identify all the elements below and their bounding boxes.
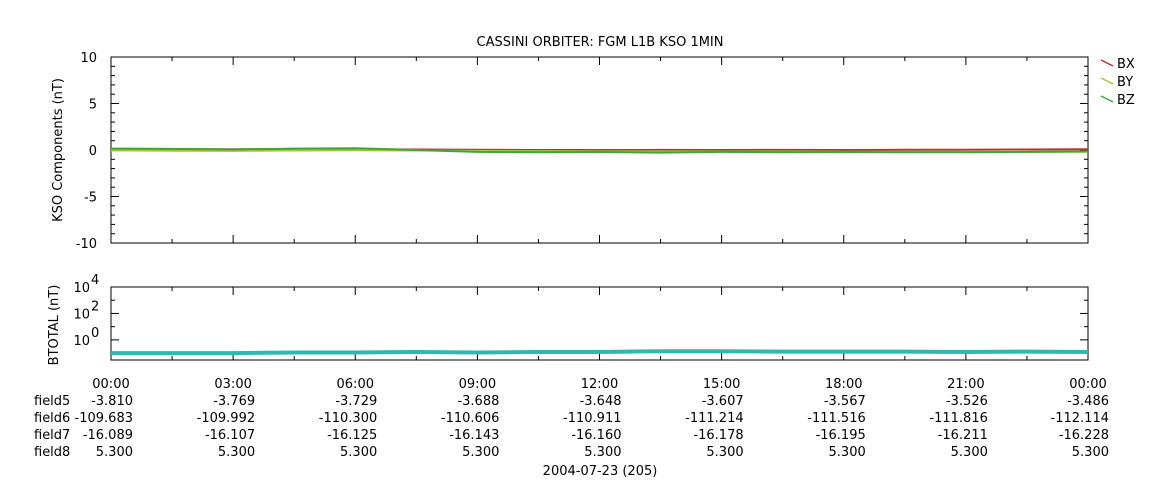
- table-cell: -3.648: [580, 394, 622, 409]
- table-cell: -3.729: [335, 394, 377, 409]
- bottom-y-tick-exponent: 0: [91, 326, 99, 341]
- top-y-axis: 10 5 0 -5 -10: [76, 51, 1088, 252]
- table-cell: -16.228: [1059, 428, 1109, 443]
- x-tick-label: 09:00: [459, 377, 496, 392]
- series-line-bz: [110, 147, 1089, 154]
- table-cell: -110.911: [563, 411, 621, 426]
- table-cell: -16.107: [205, 428, 255, 443]
- table-cell: -111.214: [685, 411, 743, 426]
- bottom-series-group: [111, 349, 1089, 356]
- table-cell: -112.114: [1051, 411, 1109, 426]
- top-y-tick-label: 0: [89, 144, 97, 159]
- table-cell: 5.300: [462, 445, 499, 460]
- x-tick-label: 15:00: [703, 377, 740, 392]
- legend-label-bz: BZ: [1117, 93, 1135, 108]
- table-cell: -3.688: [457, 394, 499, 409]
- table-cell: -16.195: [816, 428, 866, 443]
- top-x-ticks: [110, 57, 1089, 243]
- table-cell: -3.526: [946, 394, 988, 409]
- legend: BX BY BZ: [1100, 57, 1135, 108]
- table-row-label: field6: [34, 411, 70, 426]
- table-cell: -109.992: [197, 411, 255, 426]
- top-y-tick-label: -10: [76, 237, 97, 252]
- table-cell: -109.683: [75, 411, 133, 426]
- x-tick-label: 12:00: [581, 377, 618, 392]
- top-panel: 10 5 0 -5 -10 KSO Components (nT) BX BY BZ: [51, 51, 1135, 252]
- table-row-label: field7: [34, 428, 70, 443]
- x-tick-label: 00:00: [92, 377, 129, 392]
- table-cell: -16.143: [449, 428, 499, 443]
- bottom-y-axis-label: BTOTAL (nT): [47, 285, 62, 366]
- table-row-label: field8: [34, 445, 70, 460]
- table-cell: -3.486: [1067, 394, 1109, 409]
- legend-swatch-bz: [1100, 95, 1114, 103]
- table-cell: -16.125: [327, 428, 377, 443]
- series-line-btotal: [111, 349, 1089, 356]
- table-cell: -110.606: [441, 411, 499, 426]
- table-cell: -111.816: [929, 411, 987, 426]
- x-axis-date-label: 2004-07-23 (205): [543, 464, 658, 479]
- bottom-x-ticks: [110, 287, 1089, 360]
- bottom-y-tick-label: 10: [73, 281, 90, 296]
- table-cell: -16.160: [571, 428, 621, 443]
- table-cell: 5.300: [218, 445, 255, 460]
- table-cell: -3.607: [702, 394, 744, 409]
- top-series-group: [110, 147, 1089, 154]
- x-tick-label: 03:00: [214, 377, 251, 392]
- chart-title: CASSINI ORBITER: FGM L1B KSO 1MIN: [477, 35, 724, 50]
- table-cell: -16.211: [938, 428, 988, 443]
- table-cell: -16.178: [693, 428, 743, 443]
- table-cell: -3.567: [824, 394, 866, 409]
- bottom-y-tick-label: 10: [73, 334, 90, 349]
- legend-swatch-bx: [1100, 59, 1114, 67]
- table-cell: -111.516: [807, 411, 865, 426]
- bottom-panel-frame: [110, 286, 1089, 361]
- legend-label-by: BY: [1117, 75, 1133, 90]
- table-cell: 5.300: [96, 445, 133, 460]
- legend-swatch-by: [1100, 77, 1114, 85]
- x-tick-label: 18:00: [825, 377, 862, 392]
- bottom-y-tick-exponent: 4: [91, 273, 99, 288]
- table-cell: 5.300: [829, 445, 866, 460]
- top-y-tick-label: 10: [80, 51, 97, 66]
- table-cell: -3.810: [91, 394, 133, 409]
- x-tick-labels: 00:00 03:00 06:00 09:00 12:00 15:00 18:00 21:00…: [92, 377, 1106, 392]
- table-cell: 5.300: [951, 445, 988, 460]
- ephemeris-table: field5 -3.810 -3.769 -3.729 -3.688 -3.648 -3.6…: [34, 394, 1109, 460]
- x-tick-label: 21:00: [947, 377, 984, 392]
- table-cell: -3.769: [213, 394, 255, 409]
- table-cell: 5.300: [1072, 445, 1109, 460]
- table-row-label: field5: [34, 394, 70, 409]
- bottom-y-tick-exponent: 2: [91, 299, 99, 314]
- table-cell: -16.089: [83, 428, 133, 443]
- table-cell: 5.300: [340, 445, 377, 460]
- x-tick-label: 00:00: [1069, 377, 1106, 392]
- top-y-tick-label: -5: [84, 191, 97, 206]
- table-cell: 5.300: [706, 445, 743, 460]
- bottom-y-tick-label: 10: [73, 307, 90, 322]
- table-cell: -110.300: [319, 411, 377, 426]
- legend-label-bx: BX: [1117, 57, 1135, 72]
- top-y-axis-label: KSO Components (nT): [51, 78, 66, 222]
- top-y-tick-label: 5: [89, 98, 97, 113]
- x-tick-label: 06:00: [337, 377, 374, 392]
- table-cell: 5.300: [584, 445, 621, 460]
